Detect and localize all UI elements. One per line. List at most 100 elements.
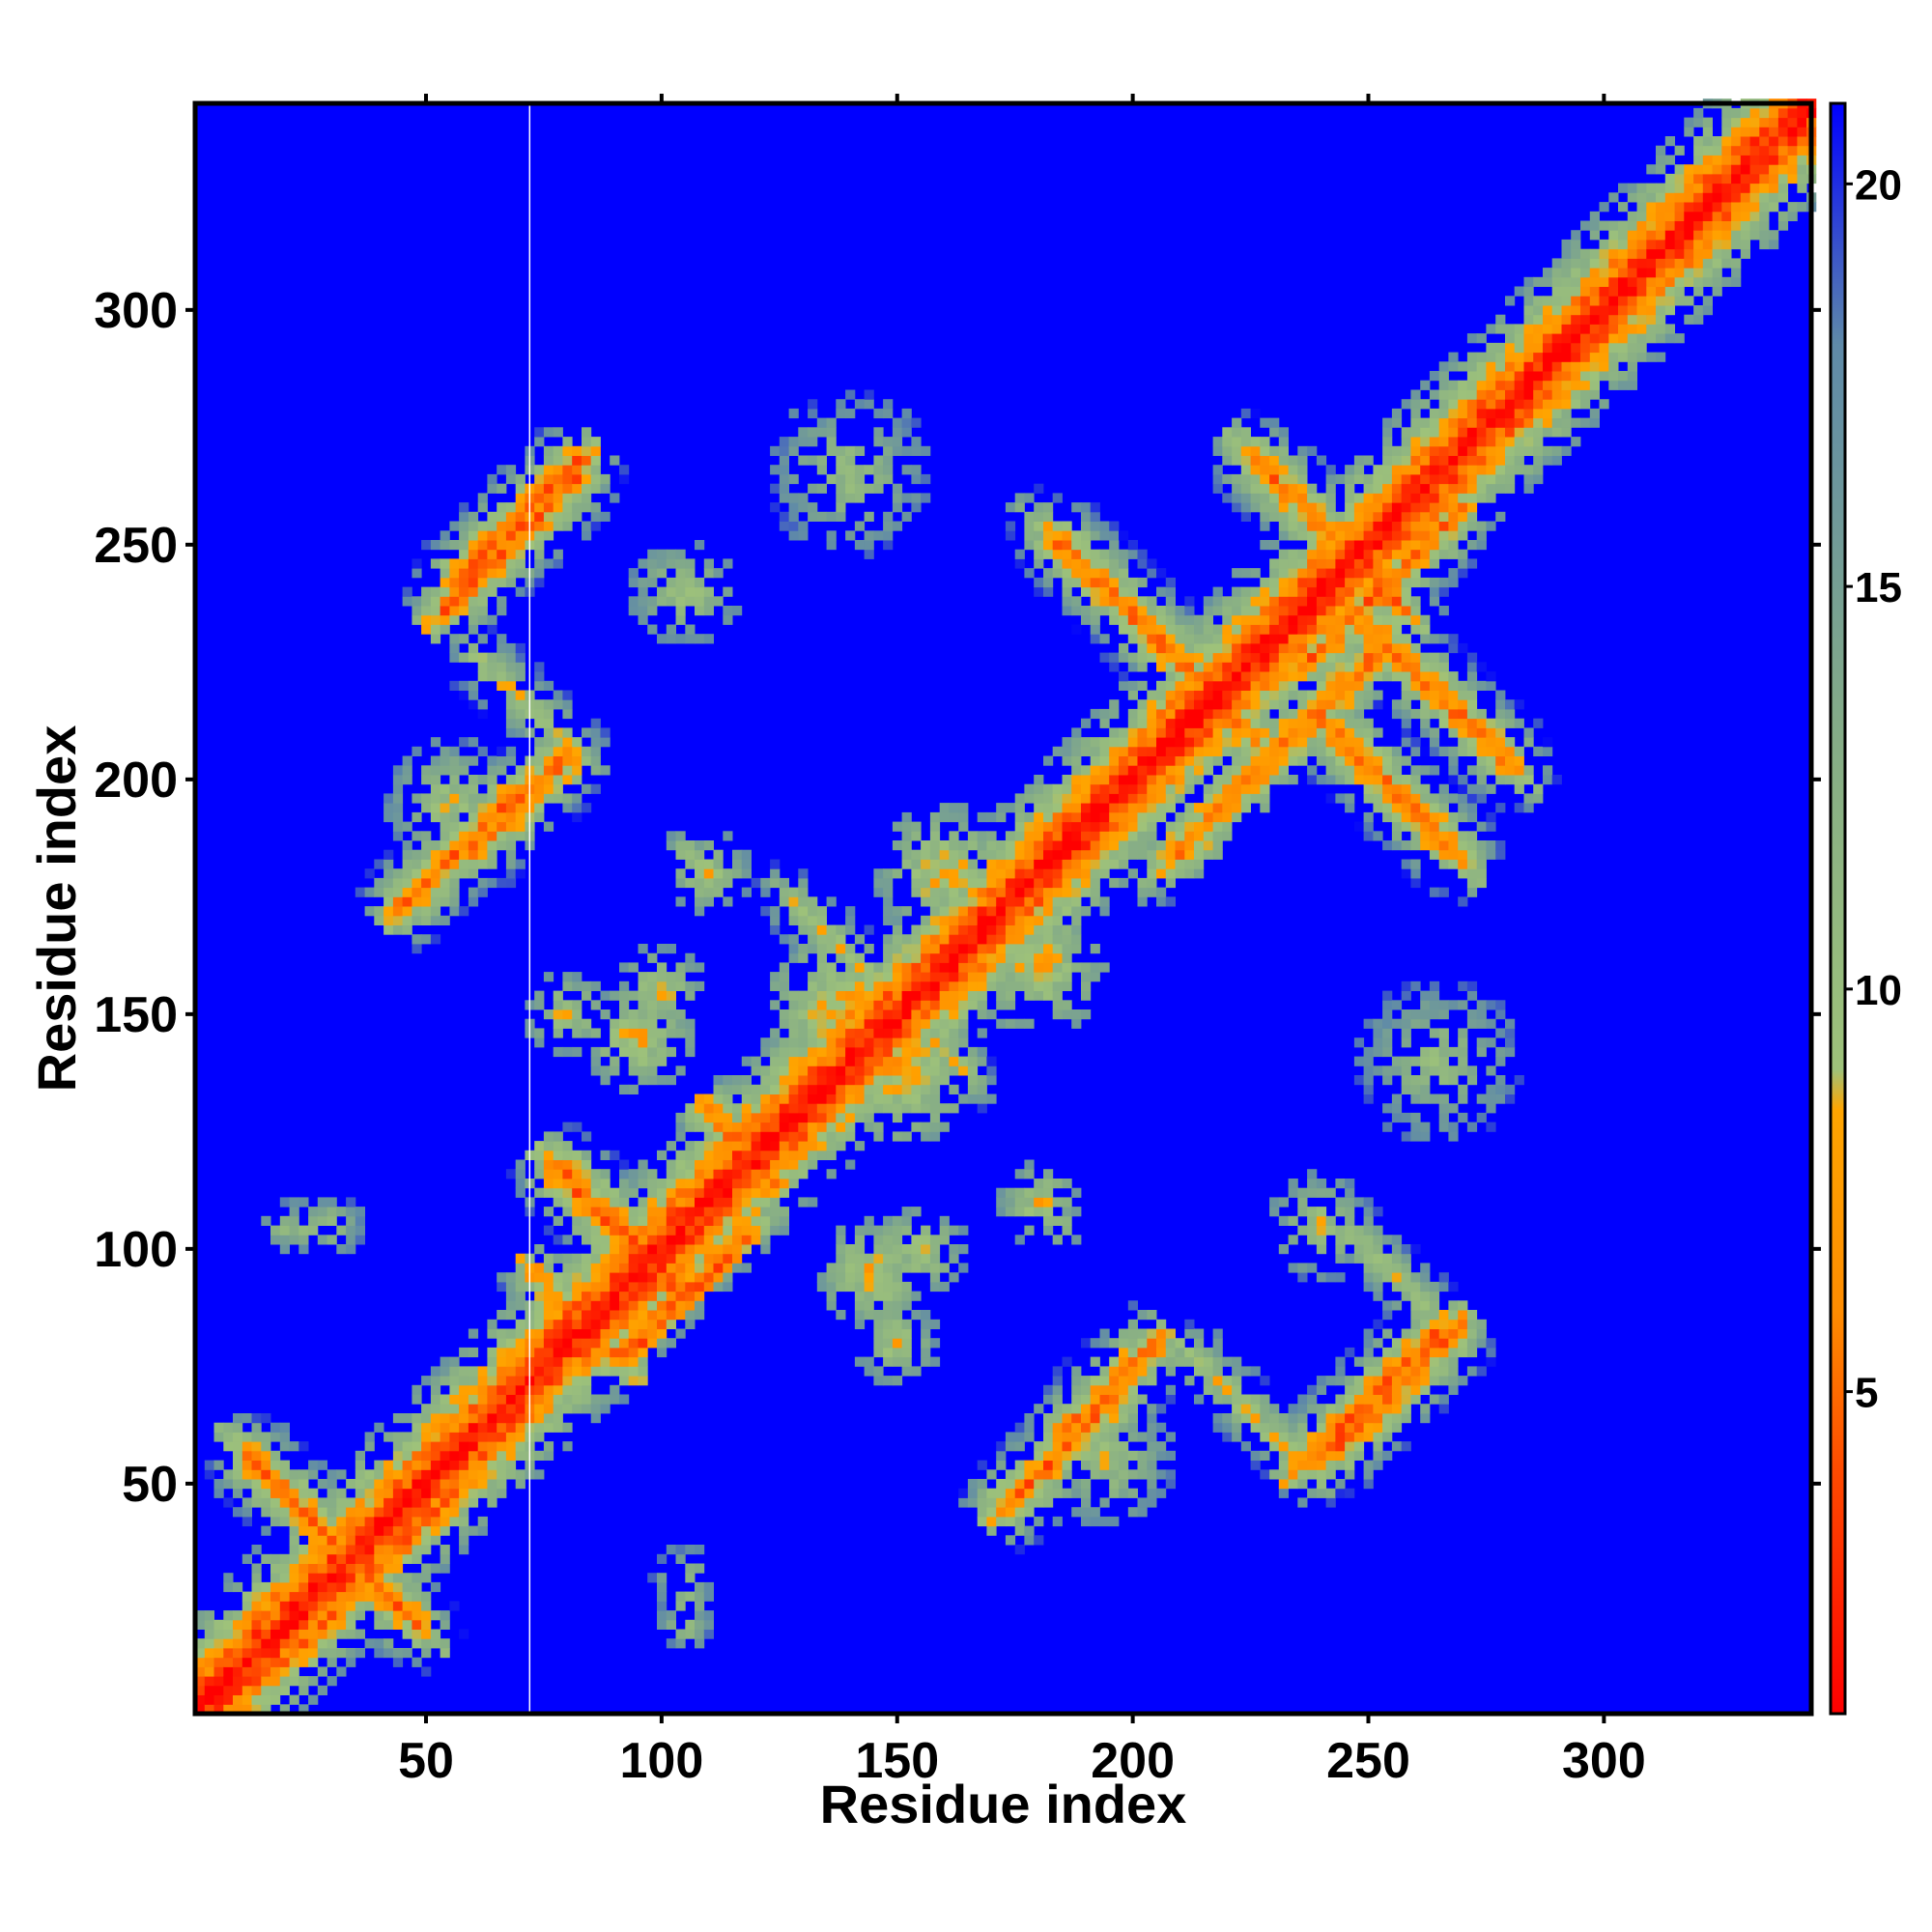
heatmap-cell xyxy=(1278,521,1289,531)
heatmap-cell xyxy=(1363,1197,1374,1208)
heatmap-cell xyxy=(543,455,554,466)
heatmap-cell xyxy=(572,1281,582,1293)
heatmap-cell xyxy=(582,1404,592,1414)
heatmap-cell xyxy=(270,1469,281,1480)
heatmap-cell xyxy=(845,1009,856,1020)
heatmap-cell xyxy=(553,1131,563,1142)
heatmap-cell xyxy=(996,840,1007,851)
heatmap-cell xyxy=(826,1065,837,1076)
heatmap-cell xyxy=(883,1000,894,1010)
heatmap-cell xyxy=(695,1591,705,1602)
heatmap-cell xyxy=(854,1046,866,1058)
heatmap-cell xyxy=(798,868,809,879)
heatmap-cell xyxy=(1316,596,1327,607)
heatmap-cell xyxy=(1335,1441,1346,1452)
heatmap-cell xyxy=(1316,1225,1327,1236)
heatmap-cell xyxy=(468,1413,479,1424)
heatmap-cell xyxy=(892,1347,903,1358)
heatmap-cell xyxy=(901,1000,912,1010)
heatmap-cell xyxy=(939,1122,950,1132)
heatmap-cell xyxy=(836,1000,846,1010)
heatmap-cell xyxy=(261,1450,271,1461)
heatmap-cell xyxy=(572,811,582,823)
heatmap-cell xyxy=(562,737,573,748)
heatmap-cell xyxy=(487,831,497,841)
heatmap-cell xyxy=(723,1187,733,1198)
heatmap-cell xyxy=(1081,558,1092,569)
heatmap-cell xyxy=(1081,906,1092,917)
heatmap-cell xyxy=(883,1338,894,1349)
heatmap-cell xyxy=(921,924,931,935)
heatmap-cell xyxy=(477,775,488,785)
heatmap-cell xyxy=(1043,783,1054,794)
heatmap-cell xyxy=(967,1000,979,1010)
heatmap-cell xyxy=(685,1159,696,1170)
heatmap-cell xyxy=(1071,783,1082,794)
heatmap-cell xyxy=(986,1065,997,1076)
heatmap-cell xyxy=(808,915,818,925)
heatmap-cell xyxy=(892,1291,903,1301)
heatmap-cell xyxy=(1099,1432,1110,1442)
heatmap-cell xyxy=(1071,887,1082,897)
heatmap-cell xyxy=(929,972,941,982)
heatmap-cell xyxy=(854,445,866,456)
heatmap-cell xyxy=(515,1169,526,1179)
heatmap-cell xyxy=(421,859,432,869)
heatmap-cell xyxy=(553,990,563,1001)
heatmap-cell xyxy=(695,1103,705,1114)
heatmap-cell xyxy=(1335,530,1346,541)
heatmap-cell xyxy=(440,614,450,625)
heatmap-cell xyxy=(336,1225,347,1236)
heatmap-cell xyxy=(996,887,1007,897)
heatmap-cell xyxy=(505,793,517,804)
heatmap-cell xyxy=(1062,558,1072,569)
heatmap-cell xyxy=(977,877,987,889)
heatmap-cell xyxy=(364,1469,375,1480)
heatmap-cell xyxy=(949,1056,959,1066)
heatmap-cell xyxy=(788,1028,799,1038)
heatmap-cell xyxy=(384,1432,394,1442)
heatmap-cell xyxy=(798,1037,809,1048)
heatmap-cell xyxy=(741,1187,752,1198)
heatmap-cell xyxy=(883,1094,894,1104)
heatmap-cell xyxy=(921,1009,931,1020)
heatmap-cell xyxy=(854,540,866,551)
heatmap-cell xyxy=(1156,568,1167,579)
heatmap-cell xyxy=(1147,1376,1157,1386)
heatmap-cell xyxy=(1240,775,1251,785)
heatmap-cell xyxy=(1024,924,1035,935)
heatmap-cell xyxy=(459,1384,469,1395)
heatmap-cell xyxy=(534,483,545,494)
heatmap-cell xyxy=(1203,662,1213,672)
heatmap-cell xyxy=(449,1384,460,1395)
heatmap-cell xyxy=(1099,1394,1110,1405)
heatmap-cell xyxy=(845,962,856,973)
heatmap-cell xyxy=(638,1028,648,1038)
heatmap-cell xyxy=(798,502,809,513)
heatmap-cell xyxy=(854,521,866,531)
heatmap-cell xyxy=(430,934,441,945)
heatmap-cell xyxy=(1194,671,1205,682)
heatmap-cell xyxy=(1335,1488,1346,1498)
heatmap-cell xyxy=(1307,1460,1318,1470)
heatmap-cell xyxy=(967,990,979,1001)
heatmap-cell xyxy=(1081,849,1092,860)
heatmap-cell xyxy=(1147,1488,1157,1498)
heatmap-cell xyxy=(1062,1450,1072,1461)
heatmap-cell xyxy=(553,1413,563,1424)
heatmap-cell xyxy=(986,944,997,954)
heatmap-cell xyxy=(1345,755,1355,766)
heatmap-cell xyxy=(440,1525,450,1536)
heatmap-cell xyxy=(1127,840,1138,851)
heatmap-cell xyxy=(695,1207,705,1217)
heatmap-cell xyxy=(327,1629,337,1639)
heatmap-cell xyxy=(1165,1394,1176,1405)
heatmap-cell xyxy=(1156,606,1167,616)
heatmap-cell xyxy=(1184,765,1195,776)
heatmap-cell xyxy=(384,849,394,860)
heatmap-cell xyxy=(223,1441,234,1452)
heatmap-cell xyxy=(958,924,969,935)
heatmap-cell xyxy=(958,1009,969,1020)
heatmap-cell xyxy=(505,1328,517,1339)
heatmap-cell xyxy=(600,1281,611,1293)
